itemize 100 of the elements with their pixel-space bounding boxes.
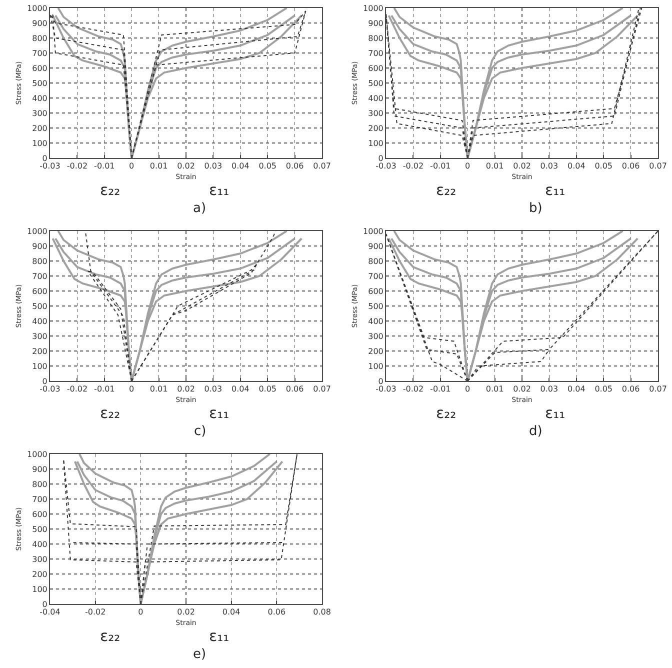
y-tick-label: 800	[368, 256, 384, 266]
text: ε₁₁	[209, 181, 230, 199]
y-tick-label: 700	[32, 494, 48, 504]
x-tick-label: 0.05	[594, 162, 613, 171]
y-tick-label: 500	[368, 78, 384, 88]
x-tick-label: 0.07	[313, 162, 331, 171]
y-tick-label: 200	[32, 570, 48, 579]
x-tick-label: -0.01	[94, 384, 115, 394]
text: ε₂₂	[436, 181, 456, 199]
x-tick-label: 0.04	[567, 162, 586, 171]
y-tick-label: 300	[32, 332, 48, 341]
y-tick-label: 500	[32, 78, 48, 88]
y-tick-label: 200	[32, 124, 48, 133]
x-tick-label: 0.02	[513, 384, 531, 394]
y-tick-label: 800	[368, 34, 384, 43]
y-tick-label: 400	[32, 94, 48, 103]
y-tick-label: 700	[32, 272, 48, 281]
y-tick-label: 200	[368, 346, 384, 356]
x-tick-label: 0.08	[313, 608, 331, 617]
y-tick-label: 400	[32, 316, 48, 326]
y-tick-label: 400	[368, 316, 384, 326]
x-tick-label: 0.02	[177, 608, 195, 617]
y-tick-label: 100	[368, 138, 384, 148]
y-tick-label: 100	[32, 362, 48, 371]
x-tick-label: 0.04	[567, 384, 586, 394]
text: ε₁₁	[209, 627, 230, 645]
x-tick-label: 0.01	[150, 162, 168, 171]
y-tick-label: 600	[32, 64, 48, 73]
text: d)	[529, 424, 542, 439]
y-tick-label: 300	[368, 332, 384, 341]
y-tick-label: 100	[32, 584, 48, 594]
y-tick-label: 700	[368, 272, 384, 281]
y-tick-label: 700	[32, 48, 48, 58]
x-tick-label: 0	[465, 384, 470, 394]
text: ε₂₂	[100, 181, 120, 199]
y-tick-label: 400	[368, 94, 384, 103]
x-tick-label: 0	[465, 162, 470, 171]
y-tick-label: 300	[32, 554, 48, 564]
y-tick-label: 300	[32, 108, 48, 118]
y-tick-label: 1000	[27, 226, 48, 236]
y-tick-label: 1000	[27, 450, 48, 459]
y-tick-label: 900	[32, 242, 48, 251]
y-tick-label: 800	[32, 256, 48, 266]
y-tick-label: 900	[368, 18, 384, 28]
text: b)	[529, 201, 542, 216]
x-tick-label: 0.03	[204, 384, 222, 394]
x-tick-label: 0	[129, 384, 134, 394]
x-tick-label: -0.02	[66, 384, 88, 394]
x-tick-label: 0.04	[231, 384, 250, 394]
y-tick-label: 500	[368, 302, 384, 311]
x-tick-label: 0.02	[177, 162, 195, 171]
x-tick-label: 0.02	[513, 162, 531, 171]
x-tick-label: 0	[138, 608, 144, 617]
y-tick-label: 1000	[27, 4, 48, 13]
y-tick-label: 0	[42, 154, 48, 163]
y-tick-label: 600	[32, 510, 48, 519]
y-tick-label: 600	[368, 64, 384, 73]
text: ε₁₁	[209, 404, 230, 422]
y-tick-label: 600	[368, 286, 384, 296]
y-tick-label: 500	[32, 302, 48, 311]
x-tick-label: 0.03	[540, 384, 558, 394]
x-tick-label: -0.03	[376, 162, 396, 171]
x-tick-label: 0.02	[177, 384, 195, 394]
x-tick-label: 0	[129, 162, 134, 171]
x-tick-label: -0.02	[402, 384, 424, 394]
text: ε₂₂	[100, 627, 120, 645]
y-tick-label: 200	[368, 124, 384, 133]
y-tick-label: 900	[32, 464, 48, 474]
y-tick-label: 0	[378, 376, 384, 386]
text: ε₂₂	[436, 404, 456, 422]
y-tick-label: 0	[42, 600, 48, 609]
x-tick-label: 0.06	[286, 384, 304, 394]
y-tick-label: 900	[32, 18, 48, 28]
text: e)	[193, 647, 206, 662]
x-tick-label: 0.05	[594, 384, 613, 394]
y-tick-label: 800	[32, 34, 48, 43]
text: c)	[194, 424, 206, 439]
x-tick-label: 0.06	[286, 162, 304, 171]
x-tick-label: -0.02	[402, 162, 424, 171]
x-tick-label: -0.04	[40, 608, 60, 617]
text: ε₁₁	[545, 404, 566, 422]
x-tick-label: -0.02	[66, 162, 88, 171]
y-tick-label: 200	[32, 346, 48, 356]
x-tick-label: 0.07	[649, 384, 667, 394]
y-tick-label: 100	[368, 362, 384, 371]
text: ε₁₁	[545, 181, 566, 199]
x-tick-label: 0.01	[150, 384, 168, 394]
x-tick-label: 0.04	[222, 608, 240, 617]
y-tick-label: 1000	[363, 4, 384, 13]
x-tick-label: -0.03	[40, 384, 60, 394]
y-tick-label: 1000	[363, 226, 384, 236]
x-tick-label: 0.07	[313, 384, 331, 394]
x-tick-label: 0.03	[540, 162, 558, 171]
x-tick-label: 0.01	[486, 384, 504, 394]
y-tick-label: 0	[378, 154, 384, 163]
x-tick-label: 0.04	[231, 162, 250, 171]
y-tick-label: 0	[42, 376, 48, 386]
x-tick-label: 0.06	[622, 384, 640, 394]
x-tick-label: 0.05	[258, 384, 277, 394]
x-tick-label: -0.03	[40, 162, 60, 171]
